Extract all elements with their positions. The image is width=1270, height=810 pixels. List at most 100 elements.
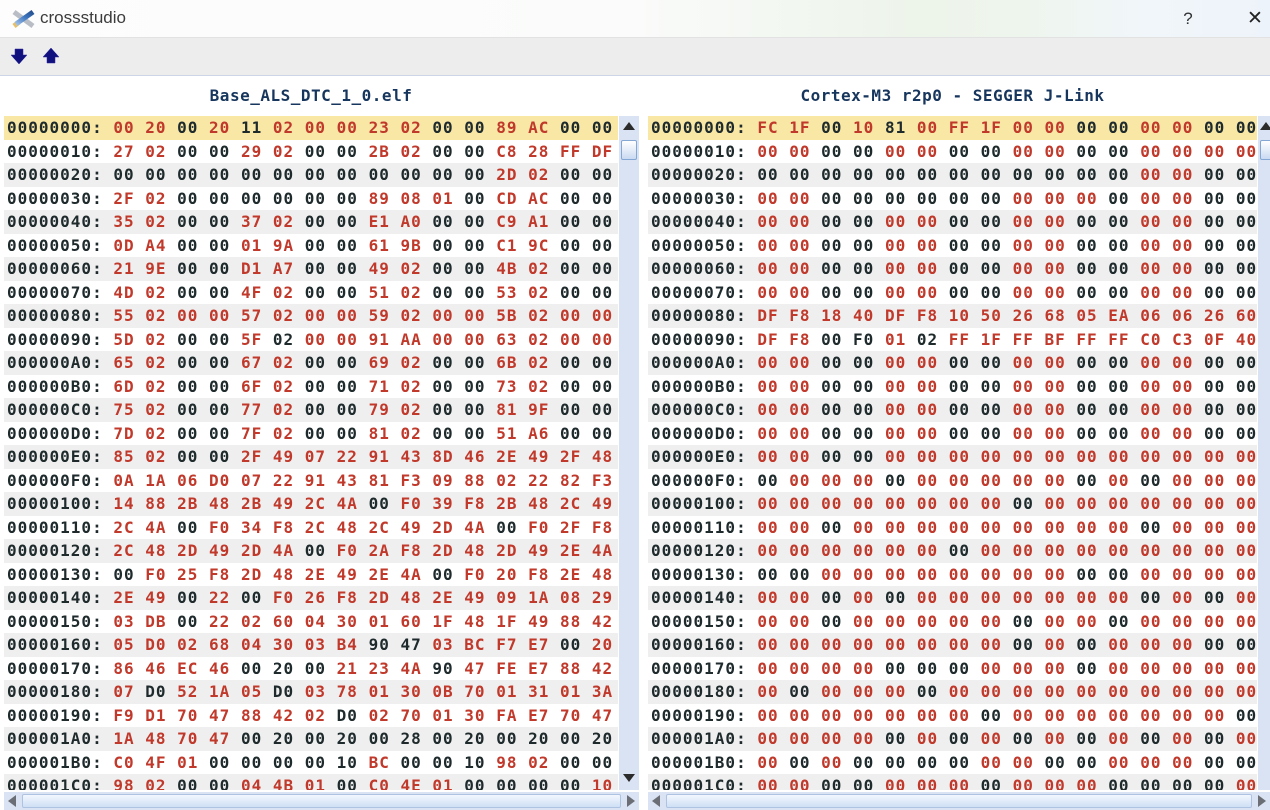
hex-byte: 00 xyxy=(1172,658,1205,678)
hex-byte: 00 xyxy=(240,658,273,678)
hex-byte: 00 xyxy=(464,282,497,302)
hex-byte: 00 xyxy=(916,118,949,137)
scroll-down-icon[interactable] xyxy=(623,774,635,782)
hex-byte: C0 xyxy=(1140,329,1173,349)
hex-byte: 20 xyxy=(591,729,614,748)
hex-byte: 00 xyxy=(1076,635,1109,654)
hex-byte: 00 xyxy=(884,400,917,419)
hex-byte: 00 xyxy=(1012,212,1045,231)
right-vertical-scrollbar[interactable] xyxy=(1258,116,1270,790)
hex-byte: 00 xyxy=(591,423,614,443)
scroll-up-icon[interactable] xyxy=(1260,122,1270,130)
hex-byte: 00 xyxy=(948,141,981,161)
hex-byte: 02 xyxy=(528,165,561,184)
hex-byte: 49 xyxy=(464,588,497,607)
hex-byte: 00 xyxy=(1172,400,1205,419)
hex-byte: 00 xyxy=(1140,682,1173,701)
scroll-left-icon[interactable] xyxy=(8,795,16,807)
right-horizontal-scrollbar[interactable] xyxy=(648,792,1270,810)
scroll-left-icon[interactable] xyxy=(652,795,660,807)
scrollbar-thumb[interactable] xyxy=(666,794,1252,808)
hex-byte: 02 xyxy=(145,306,178,325)
hex-byte: 00 xyxy=(1172,611,1205,631)
hex-byte: 00 xyxy=(853,423,885,443)
hex-byte: 00 xyxy=(821,235,854,255)
hex-byte: 00 xyxy=(884,447,917,466)
hex-byte: 70 xyxy=(177,729,210,748)
hex-byte: F8 xyxy=(789,306,822,325)
hex-byte: 00 xyxy=(1012,423,1045,443)
hex-byte: 00 xyxy=(1204,635,1236,654)
arrow-down-icon xyxy=(10,48,28,64)
hex-byte: 00 xyxy=(916,447,949,466)
hex-byte: 00 xyxy=(1140,752,1173,772)
hex-row: 000000D0: 00 00 00 00 00 00 00 00 00 00 … xyxy=(648,422,1257,446)
hex-byte: 00 xyxy=(789,635,822,654)
hex-byte: 00 xyxy=(821,212,854,231)
hex-byte: 00 xyxy=(591,118,614,137)
scrollbar-thumb[interactable] xyxy=(1260,140,1270,160)
hex-byte: 2E xyxy=(496,447,529,466)
hex-byte: 00 xyxy=(1140,470,1173,490)
hex-byte: 00 xyxy=(1140,165,1173,184)
hex-byte: 60 xyxy=(272,611,305,631)
hex-byte: 81 xyxy=(884,118,917,137)
hex-row: 00000000: 00 20 00 20 11 02 00 00 23 02 … xyxy=(4,116,618,140)
hex-byte: 00 xyxy=(1235,611,1257,631)
hex-byte: 00 xyxy=(368,165,401,184)
left-vertical-scrollbar[interactable] xyxy=(619,116,639,790)
hex-row: 00000060: 00 00 00 00 00 00 00 00 00 00 … xyxy=(648,257,1257,281)
hex-byte: 98 xyxy=(496,752,529,772)
help-button[interactable]: ? xyxy=(1183,9,1193,28)
hex-byte: 00 xyxy=(209,165,241,184)
scrollbar-thumb[interactable] xyxy=(22,794,621,808)
hex-row: 00000180: 07 D0 52 1A 05 D0 03 78 01 30 … xyxy=(4,680,618,704)
close-icon[interactable]: ✕ xyxy=(1247,8,1263,29)
hex-byte: 00 xyxy=(980,470,1013,490)
scrollbar-thumb[interactable] xyxy=(621,140,637,160)
hex-byte: 00 xyxy=(177,259,210,278)
hex-byte: 48 xyxy=(591,564,614,584)
hex-byte: 00 xyxy=(948,470,981,490)
hex-byte: 00 xyxy=(1076,752,1109,772)
next-difference-button[interactable] xyxy=(6,45,32,69)
previous-difference-button[interactable] xyxy=(38,45,64,69)
hex-byte: 2D xyxy=(432,517,465,537)
hex-byte: 00 xyxy=(177,611,210,631)
hex-byte: 00 xyxy=(853,212,885,231)
hex-byte: 00 xyxy=(916,212,949,231)
hex-byte: 67 xyxy=(240,353,273,372)
hex-address: 000000B0: xyxy=(7,376,114,396)
hex-byte: 00 xyxy=(1172,212,1205,231)
hex-byte: 00 xyxy=(560,118,592,137)
left-horizontal-scrollbar[interactable] xyxy=(4,792,639,810)
hex-byte: 00 xyxy=(304,376,337,396)
hex-byte: 00 xyxy=(757,165,790,184)
hex-byte: 00 xyxy=(1108,494,1141,513)
hex-byte: 4D xyxy=(113,282,146,302)
hex-row: 00000020: 00 00 00 00 00 00 00 00 00 00 … xyxy=(4,163,618,187)
hex-byte: 00 xyxy=(177,776,210,790)
hex-byte: 00 xyxy=(757,776,790,790)
hex-byte: 00 xyxy=(821,752,854,772)
hex-byte: 00 xyxy=(432,423,465,443)
hex-byte: 20 xyxy=(464,729,497,748)
hex-byte: 01 xyxy=(432,188,465,208)
right-hex-view[interactable]: 00000000: FC 1F 00 10 81 00 FF 1F 00 00 … xyxy=(648,116,1257,790)
hex-byte: 01 xyxy=(432,705,465,725)
hex-address: 00000170: xyxy=(7,658,114,678)
hex-byte: A7 xyxy=(272,259,305,278)
hex-byte: A6 xyxy=(528,423,561,443)
hex-byte: 00 xyxy=(591,376,614,396)
hex-byte: 00 xyxy=(209,447,241,466)
hex-byte: 00 xyxy=(432,564,465,584)
scroll-right-icon[interactable] xyxy=(1258,795,1266,807)
hex-address: 00000090: xyxy=(7,329,114,349)
hex-byte: 00 xyxy=(1044,588,1077,607)
scroll-right-icon[interactable] xyxy=(627,795,635,807)
left-hex-view[interactable]: 00000000: 00 20 00 20 11 02 00 00 23 02 … xyxy=(4,116,618,790)
scroll-up-icon[interactable] xyxy=(623,122,635,130)
hex-byte: F0 xyxy=(464,564,497,584)
hex-byte: 00 xyxy=(304,329,337,349)
hex-byte: 42 xyxy=(272,705,305,725)
